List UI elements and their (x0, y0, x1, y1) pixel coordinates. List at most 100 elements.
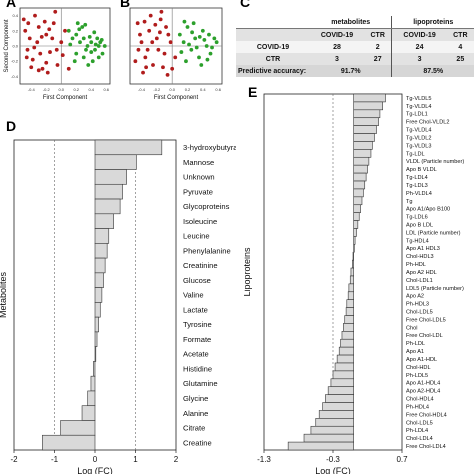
bar (94, 198, 121, 215)
data-point (78, 40, 82, 45)
data-point (80, 25, 85, 29)
bar (353, 101, 383, 111)
bar (353, 196, 363, 206)
data-point (63, 28, 67, 33)
bar (353, 244, 355, 253)
category-label: Tg-LDL4 (406, 175, 428, 181)
category-label: LDL (Particle number) (406, 230, 461, 236)
category-label: Ph-LDL5 (406, 373, 428, 379)
data-point (36, 68, 41, 73)
bar (94, 213, 114, 229)
data-point (53, 9, 58, 14)
data-point (148, 13, 153, 18)
x-tick-label: 2 (174, 455, 179, 464)
data-point (50, 36, 55, 41)
category-label: Chol-HDL3 (406, 254, 434, 260)
bar (353, 149, 372, 158)
bar (353, 133, 375, 142)
table-cell: 25 (446, 53, 474, 65)
data-point (190, 30, 195, 35)
category-label: Formate (183, 335, 211, 344)
x-tick-label: 0.6 (215, 87, 221, 92)
data-point (45, 70, 50, 75)
bar (353, 109, 381, 119)
data-point (21, 17, 26, 22)
data-point (25, 47, 30, 52)
category-label: Chol-HDL (406, 365, 431, 371)
data-point (86, 63, 91, 67)
data-point (202, 38, 207, 42)
y-tick-label: 0.4 (12, 13, 18, 18)
metabolites-bar-chart: 3-hydroxybutyrate Mannose Unknown Pyruvate G… (0, 139, 236, 474)
x-tick-label: 0.2 (73, 87, 79, 92)
bar (340, 338, 354, 348)
data-point (89, 40, 94, 45)
data-point (100, 51, 105, 56)
bar (353, 141, 373, 150)
bar (94, 331, 98, 347)
bar (94, 287, 103, 303)
data-point (165, 72, 170, 77)
category-label: Creatine (183, 438, 212, 447)
category-label: Apo A2-HDL4 (406, 389, 440, 395)
bar (352, 259, 354, 269)
bar (94, 228, 110, 244)
data-point (39, 34, 44, 39)
data-point (66, 66, 71, 71)
data-point (200, 28, 205, 33)
category-label: Chol-LDL5 (406, 310, 433, 316)
category-label: Tg (406, 199, 413, 205)
data-point (87, 34, 92, 39)
category-label: Apo A1 (406, 349, 424, 355)
data-point (81, 55, 86, 60)
category-label: Apo A2 HDL (406, 270, 437, 276)
category-label: Apo A1/Apo B100 (406, 207, 450, 213)
data-point (142, 19, 147, 24)
data-point (156, 47, 161, 52)
data-point (147, 28, 152, 33)
data-point (83, 22, 88, 27)
bar (353, 212, 360, 221)
col-met-ctr: CTR (363, 28, 393, 41)
bar (94, 243, 108, 259)
x-tick-label: -0.3 (326, 455, 340, 464)
data-point (199, 63, 204, 67)
table-row: COVID-19 28 2 24 4 (236, 41, 474, 53)
table-header-columns: COVID-19 CTR COVID-19 CTR (236, 28, 474, 41)
category-label: Apo A1-HDL4 (406, 381, 440, 387)
accuracy-lipoproteins: 87.5% (391, 65, 474, 77)
bar (345, 307, 355, 316)
data-point (51, 21, 56, 26)
category-label: Tg-VLDL5 (406, 96, 432, 102)
y-axis-label: Lipoproteins (244, 247, 252, 297)
x-axis-label: Log (FC) (77, 466, 113, 474)
data-point (139, 40, 144, 45)
category-label: Free Chol-HDL4 (406, 412, 447, 418)
data-point (158, 17, 163, 22)
category-label: Tg-LDL1 (406, 112, 428, 118)
data-point (32, 45, 37, 50)
bar (353, 125, 377, 134)
data-point (96, 44, 101, 48)
data-point (60, 53, 65, 58)
bar (353, 164, 368, 174)
data-point (159, 9, 164, 14)
data-point (145, 47, 150, 52)
panel-c-letter: C (240, 0, 251, 10)
table-cell: 2 (363, 41, 393, 53)
category-label: Free Chol-LDL4 (406, 444, 446, 450)
x-tick-label: -0.2 (43, 87, 51, 92)
category-label: Ph-HDL4 (406, 404, 429, 410)
bar (327, 386, 354, 395)
bar (341, 331, 355, 340)
data-point (154, 36, 159, 41)
bar (353, 220, 359, 229)
bar (349, 275, 355, 285)
category-label: Mannose (183, 158, 214, 167)
bar (94, 302, 101, 318)
category-label: Chol (406, 325, 418, 331)
data-point (197, 34, 202, 39)
classification-table: metabolites lipoproteins COVID-19 CTR CO… (236, 16, 474, 77)
bar (332, 370, 355, 380)
